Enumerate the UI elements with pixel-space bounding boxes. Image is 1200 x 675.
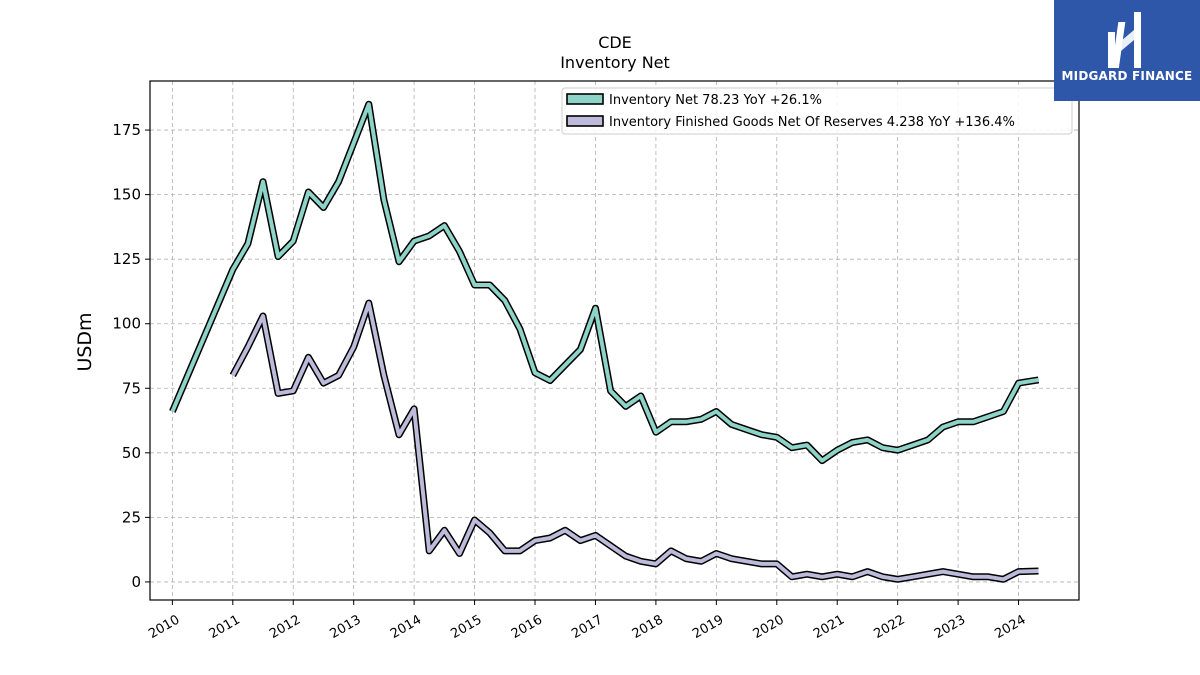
grid bbox=[150, 81, 1079, 600]
logo-text: MIDGARD FINANCE bbox=[1061, 69, 1193, 83]
x-tick-label: 2015 bbox=[448, 612, 484, 642]
y-tick-label: 0 bbox=[131, 573, 141, 591]
x-tick-label: 2011 bbox=[207, 612, 243, 642]
x-tick-label: 2013 bbox=[328, 612, 364, 642]
axes: 0 25 50 75 100 125 150 175 2010 2011 2012 2013 2014 2… bbox=[112, 121, 1028, 642]
x-tick-label: 2021 bbox=[811, 612, 847, 642]
legend-swatch-1 bbox=[566, 93, 604, 105]
x-tick-label: 2016 bbox=[509, 612, 545, 642]
plot-frame bbox=[149, 80, 1080, 601]
legend-box bbox=[561, 87, 1073, 135]
x-tick-label: 2014 bbox=[388, 612, 424, 642]
legend-entry-2: Inventory Finished Goods Net Of Reserves… bbox=[609, 115, 1015, 130]
x-tick-label: 2019 bbox=[690, 612, 726, 642]
legend-entry-1: Inventory Net 78.23 YoY +26.1% bbox=[609, 93, 822, 108]
x-tick-label: 2022 bbox=[872, 612, 908, 642]
chart-title: CDE bbox=[598, 33, 632, 52]
y-tick-label: 175 bbox=[112, 121, 141, 139]
x-tick-label: 2023 bbox=[932, 612, 968, 642]
x-tick-label: 2010 bbox=[146, 612, 182, 642]
brand-logo: MIDGARD FINANCE bbox=[1054, 0, 1200, 101]
y-tick-label: 50 bbox=[122, 444, 141, 462]
y-tick-label: 25 bbox=[122, 508, 141, 526]
logo-mark-icon bbox=[1108, 12, 1141, 68]
x-tick-label: 2018 bbox=[630, 612, 666, 642]
x-tick-label: 2017 bbox=[569, 612, 605, 642]
x-tick-label: 2024 bbox=[992, 612, 1028, 642]
legend: Inventory Net 78.23 YoY +26.1% Inventory … bbox=[561, 87, 1073, 135]
y-tick-label: 75 bbox=[122, 379, 141, 397]
y-tick-label: 100 bbox=[112, 315, 141, 333]
y-tick-label: 125 bbox=[112, 250, 141, 268]
y-tick-label: 150 bbox=[112, 186, 141, 204]
series-lines bbox=[169, 100, 1040, 583]
series-outline-1 bbox=[169, 100, 1040, 465]
chart-subtitle: Inventory Net bbox=[560, 53, 670, 72]
series-line-2 bbox=[231, 301, 1039, 582]
y-axis-label: USDm bbox=[74, 312, 96, 371]
legend-swatch-2 bbox=[566, 115, 604, 127]
x-tick-label: 2020 bbox=[751, 612, 787, 642]
x-tick-label: 2012 bbox=[267, 612, 303, 642]
series-line-1 bbox=[170, 102, 1039, 463]
